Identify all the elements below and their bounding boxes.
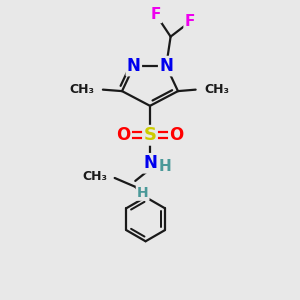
Text: O: O (169, 126, 184, 144)
Text: N: N (159, 57, 173, 75)
Text: CH₃: CH₃ (69, 83, 94, 96)
Text: F: F (151, 7, 161, 22)
Text: N: N (143, 154, 157, 172)
Text: F: F (184, 14, 195, 29)
Text: H: H (137, 186, 148, 200)
Text: O: O (116, 126, 130, 144)
Text: CH₃: CH₃ (205, 83, 230, 96)
Text: H: H (159, 159, 172, 174)
Text: CH₃: CH₃ (82, 170, 107, 183)
Text: S: S (143, 126, 157, 144)
Text: N: N (127, 57, 141, 75)
